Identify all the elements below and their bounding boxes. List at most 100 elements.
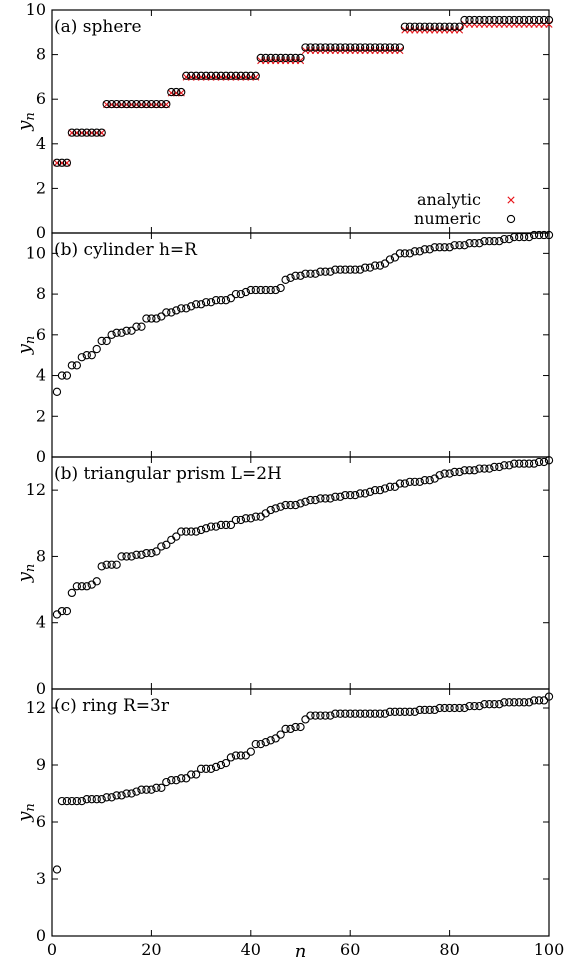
data-point-numeric [236,289,246,299]
data-point-numeric [97,562,106,571]
panel-title: (c) ring R=3r [54,696,170,716]
data-point-numeric [475,239,484,248]
data-point-numeric [415,247,424,256]
y-axis-label: yn [14,803,38,823]
data-point-numeric [281,275,290,284]
data-point-numeric [177,774,186,783]
data-point-numeric [355,709,365,718]
data-point-numeric [534,230,544,240]
legend-label-numeric: numeric [414,209,481,228]
data-point-numeric [206,522,216,531]
data-point-numeric [370,261,380,270]
data-point-numeric [162,308,171,317]
data-point-numeric [470,701,479,711]
data-point-numeric [480,700,489,709]
data-point-numeric [281,500,290,510]
data-point-numeric [236,71,246,80]
data-point-numeric [206,764,216,773]
data-point-numeric [400,249,410,258]
data-point-numeric [445,703,454,713]
data-point-numeric [510,459,519,468]
data-point-numeric [172,87,181,97]
data-point-numeric [142,99,151,109]
data-point-numeric [67,588,77,598]
data-point-numeric [231,515,241,525]
data-point-numeric [415,477,424,487]
data-point-numeric [127,326,136,335]
data-point-numeric [375,709,385,718]
y-tick-label: 10 [26,243,46,262]
data-point-numeric [370,43,380,52]
data-point-numeric [410,247,419,256]
data-point-numeric [296,271,305,280]
data-point-numeric [117,328,126,337]
data-point-numeric [246,285,255,295]
data-point-numeric [87,795,96,804]
plot-frame [51,456,550,690]
data-point-numeric [465,239,474,248]
data-point-numeric [490,15,499,25]
data-point-numeric [137,785,146,794]
data-point-numeric [182,71,191,80]
data-point-numeric [172,776,181,785]
data-point-numeric [286,273,295,282]
data-point-numeric [196,300,206,309]
data-point-numeric [450,241,459,250]
data-point-numeric [360,489,370,498]
data-point-numeric [510,232,519,242]
data-point-numeric [201,524,211,533]
data-point-numeric [370,709,380,718]
data-point-numeric [72,128,81,137]
data-point-numeric [241,287,250,297]
data-point-numeric [480,15,489,25]
data-point-numeric [251,71,260,80]
series-numeric [52,692,554,874]
data-point-numeric [157,542,166,551]
x-tick-label: 100 [534,940,565,959]
data-point-numeric [191,71,201,80]
data-point-numeric [346,43,355,52]
data-point-numeric [112,560,121,569]
data-point-numeric [529,696,539,705]
y-axis-label: yn [14,112,38,132]
data-point-numeric [191,527,201,536]
data-point-numeric [122,326,131,335]
data-point-numeric [395,707,405,716]
data-point-numeric [132,787,141,796]
data-point-numeric [182,527,191,536]
data-point-numeric [336,492,345,501]
data-point-numeric [420,22,429,31]
data-point-numeric [82,351,91,360]
data-point-numeric [226,71,236,80]
data-point-numeric [127,789,136,798]
y-tick-label: 4 [36,366,46,385]
data-point-numeric [306,495,315,505]
data-point-numeric [266,736,275,745]
data-point-numeric [301,269,310,278]
data-point-numeric [296,53,305,63]
data-point-numeric [137,550,146,559]
data-point-numeric [127,99,136,109]
data-point-numeric [301,497,310,506]
data-point-numeric [231,751,241,760]
data-point-numeric [152,99,161,109]
data-point-numeric [276,730,285,739]
data-point-numeric [385,707,395,716]
data-point-numeric [152,783,161,792]
legend-label-analytic: analytic [417,190,481,209]
panel-4: 0 3 6 9 12 (c) ring R=3r yn [14,688,554,945]
data-point-numeric [132,322,141,331]
data-point-numeric [321,267,330,276]
data-point-numeric [341,490,350,500]
data-point-numeric [216,71,226,80]
data-point-numeric [291,53,300,63]
data-point-numeric [515,15,524,25]
data-point-numeric [455,22,464,31]
y-tick-label: 2 [36,406,46,425]
data-point-numeric [132,99,141,109]
data-point-numeric [102,336,111,346]
data-point-numeric [360,43,370,52]
data-point-numeric [72,582,81,591]
y-tick-label: 8 [36,45,46,64]
